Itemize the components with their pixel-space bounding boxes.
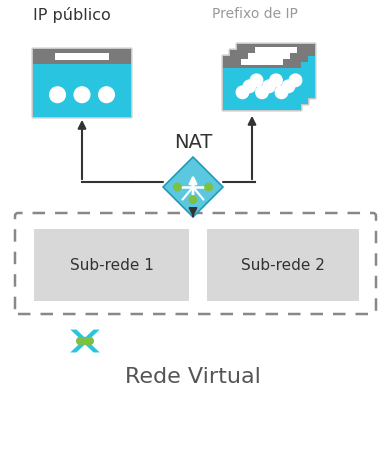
Bar [255,47,298,52]
Circle shape [243,80,256,93]
Text: IP público: IP público [33,7,111,23]
FancyBboxPatch shape [228,49,310,106]
FancyBboxPatch shape [221,55,303,112]
Text: Sub-rede 2: Sub-rede 2 [241,257,325,273]
Circle shape [77,337,84,345]
Circle shape [263,80,275,93]
Bar [230,50,308,62]
Polygon shape [70,330,89,353]
Bar [33,49,131,64]
Circle shape [74,87,90,102]
Bar [237,44,315,56]
Circle shape [99,87,114,102]
Polygon shape [82,330,100,353]
Bar [55,53,109,60]
Circle shape [189,196,197,203]
Bar [33,64,131,117]
Bar [223,56,301,68]
Text: Sub-rede 1: Sub-rede 1 [70,257,153,273]
Circle shape [82,337,89,345]
Circle shape [50,87,65,102]
Circle shape [236,86,249,99]
Circle shape [205,183,212,191]
FancyBboxPatch shape [236,43,317,100]
Circle shape [256,86,268,99]
Circle shape [174,183,181,191]
Bar [237,56,315,98]
Polygon shape [163,157,223,217]
Bar [230,62,308,104]
Circle shape [275,86,288,99]
Circle shape [282,80,295,93]
Bar [241,59,283,65]
Circle shape [86,337,93,345]
Circle shape [250,74,263,87]
Text: NAT: NAT [174,134,212,152]
Bar [207,229,359,301]
FancyBboxPatch shape [31,47,132,118]
FancyBboxPatch shape [15,213,376,314]
Text: Rede Virtual: Rede Virtual [125,367,261,387]
Text: Prefixo de IP: Prefixo de IP [212,7,298,21]
Bar [223,68,301,110]
Circle shape [289,74,302,87]
Bar [34,229,189,301]
Bar [248,53,291,59]
Circle shape [270,74,282,87]
